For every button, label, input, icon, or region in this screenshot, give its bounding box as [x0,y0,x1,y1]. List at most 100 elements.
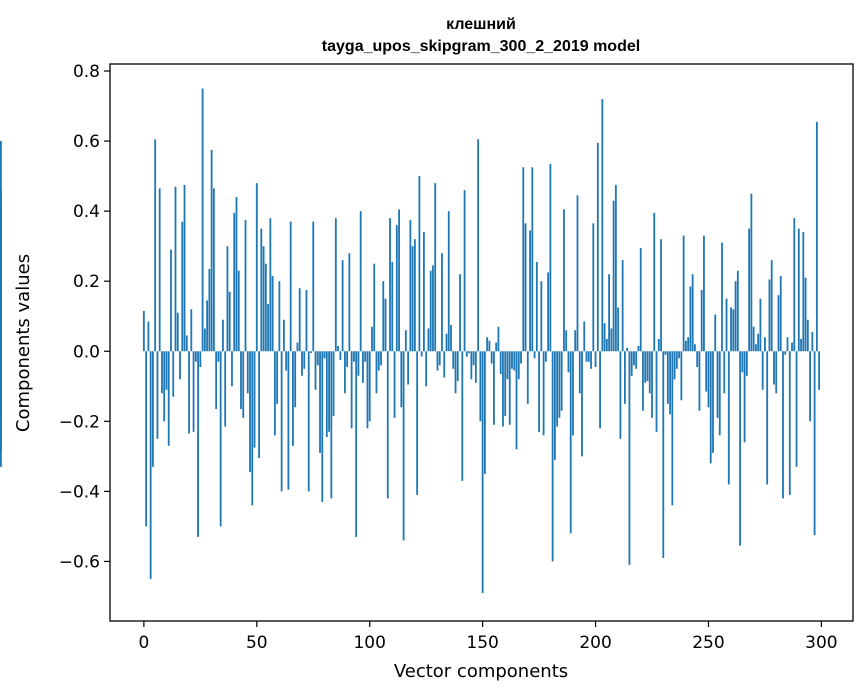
bar-component-60 [278,281,281,352]
bar-component-109 [389,218,391,352]
bar-component-132 [441,253,443,352]
bar-component-186 [563,209,565,352]
bar-component-54 [264,263,267,352]
bar-component-158 [499,351,502,375]
bar-component-10 [165,351,168,390]
bar-component-263 [736,270,739,352]
bar-component-148 [477,139,480,352]
bar-component-265 [741,351,744,373]
bar-component-266 [743,351,746,443]
bar-component-142 [463,190,466,352]
bar-component-276 [766,351,769,485]
bar-component-230 [662,351,665,558]
bar-component-0 [142,310,145,352]
bar-component-20 [188,351,190,434]
bar-component-220 [639,247,642,352]
bar-component-149 [479,351,482,422]
bar-component-69 [298,288,301,352]
bar-component-22 [192,351,195,432]
bar-component-136 [450,324,452,352]
bar-component-29 [208,268,211,352]
bar-component-164 [513,351,516,371]
bar-component-65 [289,221,292,352]
bar-component-9 [163,351,166,422]
bar-component-204 [603,323,606,352]
bar-component-87 [339,351,342,361]
bar-component-173 [533,351,536,359]
bar-component-223 [646,351,649,382]
x-tick-label: 50 [246,633,268,653]
bar-component-253 [714,314,717,352]
bar-component-66 [292,351,294,446]
bar-component-193 [578,351,581,394]
bar-component-213 [624,351,626,404]
bar-component-26 [201,88,204,352]
bar-component-183 [556,351,559,427]
bar-component-218 [635,351,638,369]
y-tick-label: −0.4 [59,482,100,502]
bar-component-102 [373,263,376,352]
bar-component-161 [506,351,509,380]
bar-component-56 [269,218,272,352]
bar-component-299 [818,351,821,390]
bar-component-168 [522,167,525,352]
bar-component-165 [515,351,518,450]
bar-component-227 [655,351,658,432]
bar-component-126 [427,328,430,352]
bar-component-228 [657,339,660,352]
bar-component-197 [587,351,590,362]
bar-component-5 [154,139,157,352]
bar-component-153 [488,340,491,352]
bar-component-100 [368,351,371,422]
bar-component-57 [271,275,274,352]
bar-component-43 [240,351,242,410]
bar-component-76 [314,351,317,390]
bar-component-62 [282,319,285,352]
bar-component-133 [443,351,446,378]
bar-component-264 [739,351,741,546]
bar-component-27 [203,328,206,352]
bar-component-180 [549,163,552,352]
bar-component-11 [167,351,170,446]
bar-component-190 [572,351,574,436]
bar-component-219 [637,346,640,352]
bar-component-127 [429,270,432,352]
bar-component-53 [262,246,265,352]
bar-component-217 [633,351,635,366]
bar-component-232 [666,351,669,404]
bar-component-181 [551,351,554,562]
bar-component-249 [705,351,708,392]
bar-component-105 [380,351,382,366]
bar-component-290 [797,228,800,352]
bar-component-243 [691,274,694,352]
bar-component-137 [452,351,455,369]
bar-component-144 [468,351,470,354]
bar-component-118 [409,219,412,352]
bar-component-32 [215,351,218,410]
bar-component-16 [179,351,181,380]
bar-component-226 [653,212,656,352]
bar-component-122 [418,176,421,352]
y-tick-label: −0.6 [59,552,100,572]
bar-component-63 [285,351,288,371]
bar-component-130 [436,351,439,371]
bar-component-111 [393,351,396,418]
bar-component-31 [212,188,215,352]
x-tick-label: 300 [805,633,837,653]
bar-component-108 [386,351,389,499]
bar-component-215 [628,351,631,565]
bar-component-23 [194,351,197,362]
x-tick-label: 100 [353,633,385,653]
y-tick-label: 0.0 [73,342,100,362]
bar-component-41 [235,197,238,352]
bar-component-44 [242,351,245,418]
bar-component-212 [621,260,624,352]
bar-component-17 [181,221,184,352]
bar-component-297 [813,351,816,536]
bar-component-71 [303,351,306,369]
bar-component-176 [540,281,543,352]
bar-component-64 [287,351,290,490]
bar-component-205 [605,339,608,352]
bar-component-271 [754,344,757,352]
